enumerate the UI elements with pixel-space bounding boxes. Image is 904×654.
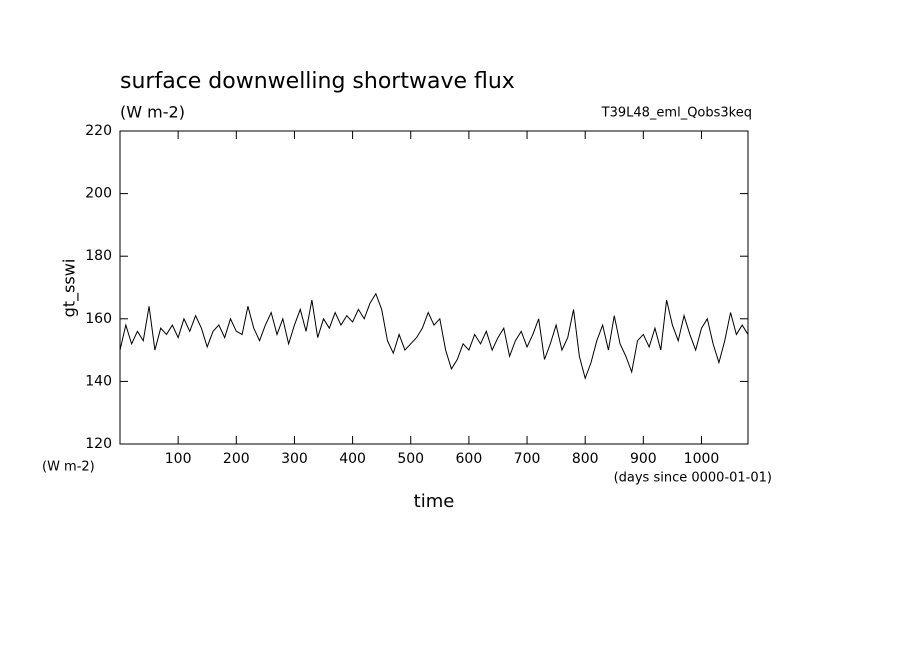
run-label: T39L48_eml_Qobs3keq xyxy=(601,106,752,121)
chart-subtitle: (W m-2) xyxy=(120,103,185,122)
x-tick-label: 300 xyxy=(281,451,308,467)
x-tick-label: 500 xyxy=(397,451,424,467)
x-tick-label: 600 xyxy=(456,451,483,467)
x-tick-label: 200 xyxy=(223,451,250,467)
x-tick-label: 800 xyxy=(572,451,599,467)
y-axis-label: gt_sswi xyxy=(60,259,80,318)
x-tick-label: 1000 xyxy=(684,451,720,467)
x-tick-label: 400 xyxy=(339,451,366,467)
chart-title: surface downwelling shortwave flux xyxy=(120,69,515,94)
x-tick-label: 100 xyxy=(165,451,192,467)
y-tick-label: 180 xyxy=(85,248,112,264)
y-tick-label: 200 xyxy=(85,186,112,202)
plot-frame xyxy=(119,130,749,445)
x-axis-label: time xyxy=(414,491,455,512)
x-tick-label: 700 xyxy=(514,451,541,467)
y-tick-label: 220 xyxy=(85,123,112,139)
y-tick-label: 160 xyxy=(85,311,112,327)
y-tick-label: 140 xyxy=(85,373,112,389)
x-tick-label: 900 xyxy=(630,451,657,467)
y-tick-label: 120 xyxy=(85,436,112,452)
y-unit: (W m-2) xyxy=(42,460,95,475)
data-line xyxy=(119,292,749,380)
x-unit: (days since 0000-01-01) xyxy=(614,471,772,486)
